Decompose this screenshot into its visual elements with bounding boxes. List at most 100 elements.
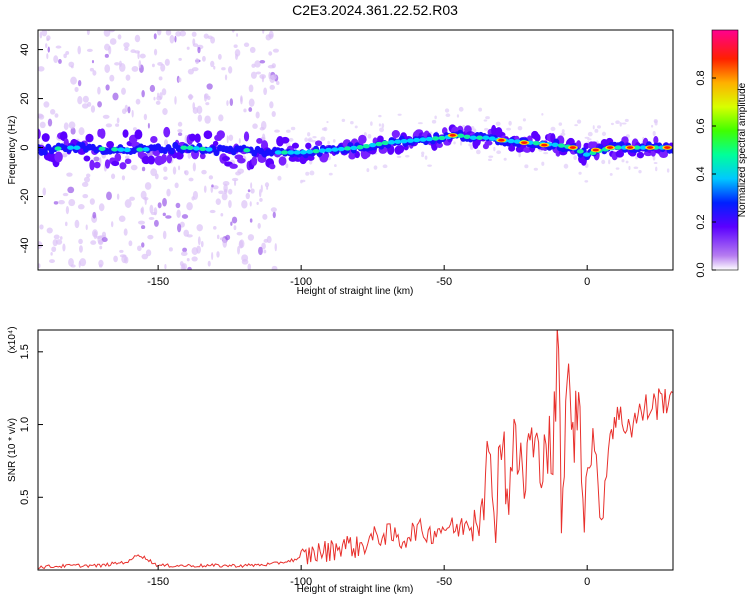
signal-core — [293, 150, 301, 155]
noise-speckle — [116, 193, 120, 200]
noise-speckle — [483, 119, 488, 122]
noise-speckle — [93, 231, 98, 240]
noise-speckle — [165, 30, 172, 36]
signal-blob — [119, 162, 127, 170]
noise-speckle — [143, 113, 148, 121]
noise-speckle — [205, 102, 210, 106]
noise-speckle — [228, 134, 234, 141]
noise-speckle — [141, 225, 146, 230]
noise-speckle — [59, 236, 63, 240]
signal-core — [337, 146, 345, 152]
signal-core — [438, 135, 446, 141]
noise-speckle — [584, 180, 589, 183]
noise-speckle — [192, 106, 199, 114]
noise-speckle — [145, 249, 152, 257]
noise-speckle — [587, 131, 593, 137]
noise-speckle — [248, 98, 255, 107]
signal-blob — [122, 129, 129, 138]
noise-speckle — [204, 93, 209, 99]
noise-speckle — [229, 98, 234, 106]
noise-speckle — [124, 155, 130, 160]
noise-speckle — [484, 127, 489, 131]
noise-speckle — [191, 247, 199, 255]
signal-core — [312, 148, 320, 154]
noise-speckle — [261, 133, 266, 143]
noise-speckle — [62, 192, 69, 197]
signal-blob — [114, 153, 122, 162]
noise-speckle — [328, 172, 333, 176]
noise-speckle — [118, 62, 126, 72]
noise-speckle — [274, 243, 277, 252]
signal-core — [274, 150, 282, 155]
noise-speckle — [208, 175, 214, 180]
noise-speckle — [615, 167, 620, 170]
noise-speckle — [79, 258, 87, 267]
noise-speckle — [58, 200, 65, 205]
noise-speckle — [124, 199, 132, 208]
noise-speckle — [334, 164, 337, 168]
noise-speckle — [265, 34, 272, 41]
signal-blob — [314, 140, 323, 147]
noise-speckle — [153, 33, 157, 40]
noise-speckle — [417, 122, 423, 125]
signal-core — [343, 146, 351, 151]
noise-speckle — [201, 169, 207, 175]
noise-speckle — [197, 236, 201, 246]
signal-blob — [305, 142, 312, 150]
noise-speckle — [79, 245, 83, 253]
noise-speckle — [169, 34, 175, 44]
noise-speckle — [220, 213, 224, 217]
noise-speckle — [260, 184, 263, 193]
noise-speckle — [578, 171, 582, 175]
noise-speckle — [187, 68, 194, 75]
noise-speckle — [625, 160, 629, 164]
snr-y-multiplier-label: (x10⁴) — [7, 326, 18, 353]
noise-speckle — [45, 43, 48, 48]
signal-core — [213, 149, 220, 157]
signal-core — [281, 150, 289, 155]
noise-speckle — [53, 234, 60, 240]
signal-blob — [111, 160, 120, 167]
noise-speckle — [495, 121, 501, 126]
noise-speckle — [159, 92, 163, 100]
signal-core — [639, 145, 647, 150]
noise-speckle — [104, 64, 111, 73]
noise-speckle — [231, 177, 239, 182]
noise-speckle — [601, 131, 607, 137]
noise-speckle — [131, 109, 134, 118]
signal-core — [205, 147, 213, 152]
noise-speckle — [550, 126, 556, 132]
noise-speckle — [138, 59, 142, 69]
noise-speckle — [55, 45, 62, 49]
signal-peak — [521, 141, 528, 145]
noise-speckle — [192, 38, 196, 46]
noise-speckle — [259, 59, 266, 64]
noise-speckle — [116, 117, 120, 124]
noise-speckle — [77, 45, 81, 55]
noise-speckle — [405, 155, 410, 158]
signal-core — [576, 149, 584, 154]
noise-speckle — [221, 192, 228, 201]
signal-blob — [348, 152, 356, 160]
noise-speckle — [81, 103, 89, 109]
noise-speckle — [271, 265, 278, 270]
noise-speckle — [235, 53, 238, 60]
signal-blob — [221, 156, 230, 162]
heatmap-y-axis-label: Frequency (Hz) — [7, 116, 18, 185]
noise-speckle — [584, 163, 589, 168]
noise-speckle — [286, 129, 291, 133]
noise-speckle — [211, 251, 214, 261]
noise-speckle — [221, 67, 226, 71]
noise-speckle — [130, 49, 136, 54]
signal-blob — [83, 155, 91, 162]
signal-blob — [583, 142, 590, 150]
signal-core — [551, 142, 559, 148]
colorbar-tick-label: 0.0 — [695, 262, 707, 277]
noise-speckle — [46, 53, 49, 60]
colorbar-tick-label: 0.8 — [695, 70, 707, 85]
noise-speckle — [326, 120, 329, 124]
noise-speckle — [522, 118, 526, 122]
noise-speckle — [264, 182, 270, 188]
noise-speckle — [168, 247, 173, 252]
x-tick-label: -50 — [436, 276, 452, 288]
